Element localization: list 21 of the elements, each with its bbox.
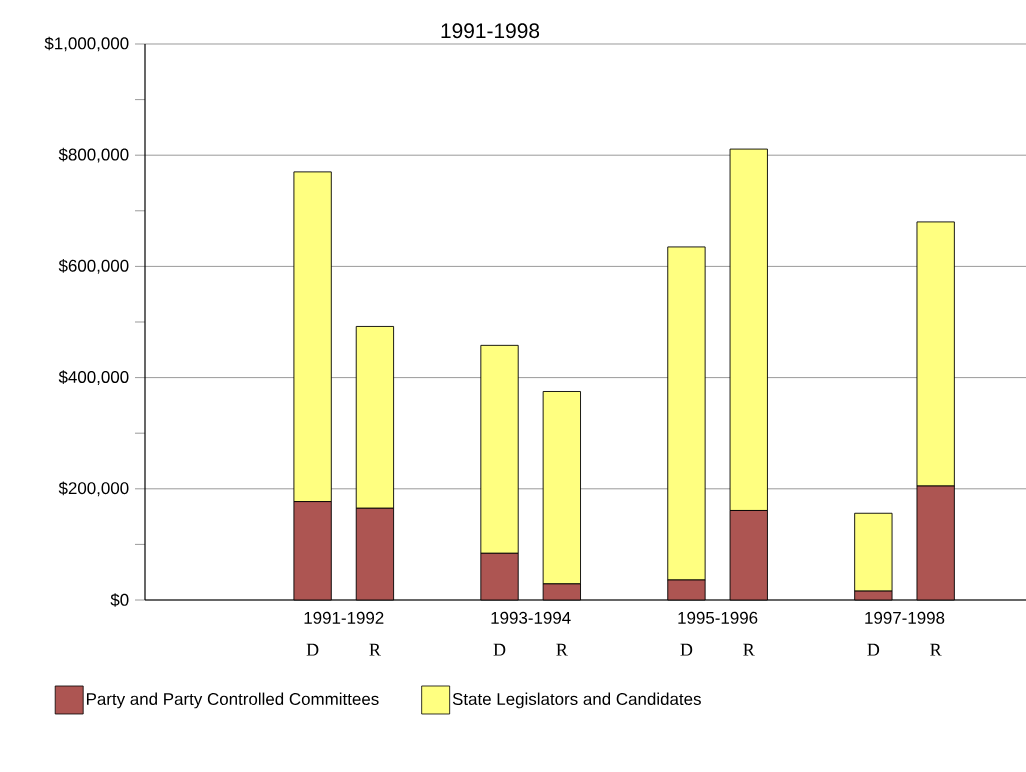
- x-tick-label: D: [306, 643, 319, 656]
- x-tick-label: D: [867, 643, 880, 656]
- x-tick-label: R: [930, 643, 942, 656]
- y-tick-label: $1,000,000: [44, 36, 129, 52]
- y-tick-label: $600,000: [58, 259, 129, 274]
- text: 1997-1998: [865, 611, 945, 624]
- chart-title: 1991-1998: [441, 23, 540, 39]
- x-tick-label: R: [556, 643, 568, 656]
- x-tick-label: D: [493, 643, 506, 656]
- legend-label: State Legislators and Candidates: [452, 692, 701, 709]
- y-tick-label: $200,000: [58, 481, 129, 497]
- text: 1991-1992: [304, 611, 384, 624]
- text: 1995-1996: [678, 611, 758, 624]
- legend-label: Party and Party Controlled Committees: [86, 692, 379, 709]
- x-tick-label: R: [743, 643, 755, 656]
- x-tick-label: D: [680, 643, 693, 656]
- x-tick-label: R: [369, 643, 381, 656]
- y-tick-label: $800,000: [58, 147, 129, 163]
- text: 1993-1994: [491, 611, 571, 624]
- y-tick-label: $400,000: [58, 370, 129, 385]
- y-tick-label: $0: [110, 593, 129, 607]
